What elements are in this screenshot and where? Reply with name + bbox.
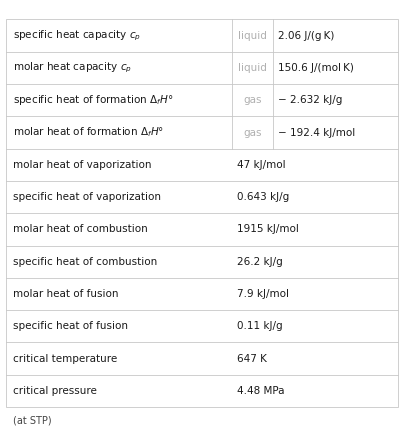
Text: 150.6 J/(mol K): 150.6 J/(mol K)	[278, 63, 354, 73]
Text: 7.9 kJ/mol: 7.9 kJ/mol	[237, 289, 289, 299]
Text: molar heat capacity $c_p$: molar heat capacity $c_p$	[13, 61, 133, 75]
Text: specific heat of combustion: specific heat of combustion	[13, 257, 158, 267]
Text: (at STP): (at STP)	[13, 415, 52, 425]
Text: 47 kJ/mol: 47 kJ/mol	[237, 160, 286, 170]
Text: molar heat of formation $\Delta_f H°$: molar heat of formation $\Delta_f H°$	[13, 126, 164, 139]
Text: liquid: liquid	[238, 63, 267, 73]
Bar	[6, 19, 398, 407]
Text: molar heat of fusion: molar heat of fusion	[13, 289, 119, 299]
Text: liquid: liquid	[238, 31, 267, 41]
Text: 2.06 J/(g K): 2.06 J/(g K)	[278, 31, 334, 41]
Text: specific heat of vaporization: specific heat of vaporization	[13, 192, 161, 202]
Text: specific heat of formation $\Delta_f H°$: specific heat of formation $\Delta_f H°$	[13, 93, 174, 107]
Text: 647 K: 647 K	[237, 354, 267, 364]
Text: 0.11 kJ/g: 0.11 kJ/g	[237, 321, 283, 331]
Text: critical pressure: critical pressure	[13, 386, 97, 396]
Text: gas: gas	[243, 127, 262, 138]
Text: specific heat capacity $c_p$: specific heat capacity $c_p$	[13, 29, 141, 43]
Text: 0.643 kJ/g: 0.643 kJ/g	[237, 192, 289, 202]
Text: 26.2 kJ/g: 26.2 kJ/g	[237, 257, 283, 267]
Text: molar heat of combustion: molar heat of combustion	[13, 224, 148, 234]
Text: specific heat of fusion: specific heat of fusion	[13, 321, 128, 331]
Text: critical temperature: critical temperature	[13, 354, 118, 364]
Text: molar heat of vaporization: molar heat of vaporization	[13, 160, 152, 170]
Text: − 192.4 kJ/mol: − 192.4 kJ/mol	[278, 127, 355, 138]
Text: 4.48 MPa: 4.48 MPa	[237, 386, 285, 396]
Text: 1915 kJ/mol: 1915 kJ/mol	[237, 224, 299, 234]
Text: gas: gas	[243, 95, 262, 105]
Text: − 2.632 kJ/g: − 2.632 kJ/g	[278, 95, 342, 105]
